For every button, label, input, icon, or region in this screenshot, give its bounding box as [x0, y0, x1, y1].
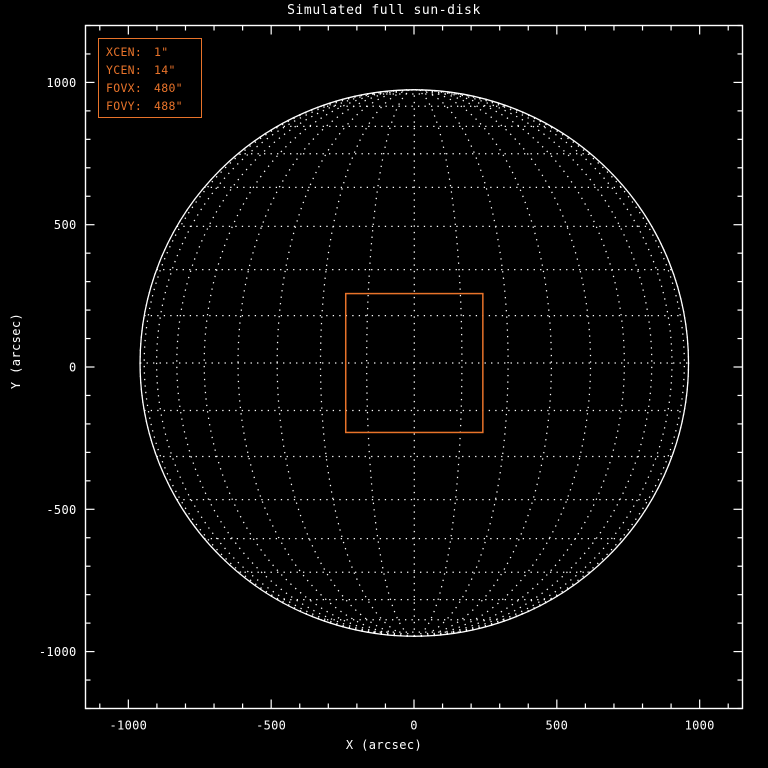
axes-frame — [84, 24, 744, 710]
legend-key-fovx: FOVX: — [106, 81, 143, 95]
legend-row: YCEN: 14" — [106, 61, 201, 79]
y-tick-label: 0 — [69, 361, 77, 375]
meridian-line — [155, 89, 415, 637]
tick-labels: -1000 -500 0 500 1000 -1000 -500 0 500 1000 — [39, 76, 715, 733]
meridian-line — [414, 89, 592, 637]
meridian-line — [366, 89, 415, 637]
meridian-line — [414, 89, 653, 637]
legend-row: XCEN: 1" — [106, 43, 201, 61]
x-tick-label: 500 — [546, 719, 569, 733]
meridian-line — [143, 89, 415, 637]
fov-legend-box: XCEN: 1" YCEN: 14" FOVX: 480" FOVY: 488" — [98, 38, 202, 118]
legend-value-fovy: 488" — [154, 99, 183, 113]
y-tick-label: 500 — [54, 218, 77, 232]
meridian-line — [414, 89, 509, 637]
meridian-line — [237, 89, 415, 637]
x-tick-label: 1000 — [685, 719, 715, 733]
y-tick-label: -500 — [46, 503, 76, 517]
legend-row: FOVX: 480" — [106, 79, 201, 97]
y-axis-label: Y (arcsec) — [9, 312, 23, 390]
x-tick-label: 0 — [410, 719, 418, 733]
legend-row: FOVY: 488" — [106, 97, 201, 115]
meridian-line — [414, 89, 673, 637]
legend-value-ycen: 14" — [154, 63, 176, 77]
meridian-line — [414, 89, 463, 637]
heliographic-grid — [139, 89, 690, 637]
meridian-line — [414, 89, 685, 637]
meridian-line — [139, 89, 415, 637]
meridian-line — [319, 89, 415, 637]
y-tick-label: -1000 — [39, 645, 77, 659]
legend-key-ycen: YCEN: — [106, 63, 143, 77]
y-tick-label: 1000 — [46, 76, 76, 90]
x-axis-label: X (arcsec) — [345, 738, 423, 752]
legend-key-fovy: FOVY: — [106, 99, 143, 113]
legend-value-fovx: 480" — [154, 81, 183, 95]
x-tick-label: -500 — [256, 719, 286, 733]
page-title: Simulated full sun-disk — [287, 3, 481, 18]
meridian-line — [176, 89, 415, 637]
legend-key-xcen: XCEN: — [106, 45, 143, 59]
legend-value-xcen: 1" — [154, 45, 169, 59]
fov-rectangle — [344, 292, 484, 434]
x-tick-label: -1000 — [110, 719, 148, 733]
fov-box — [344, 292, 484, 434]
